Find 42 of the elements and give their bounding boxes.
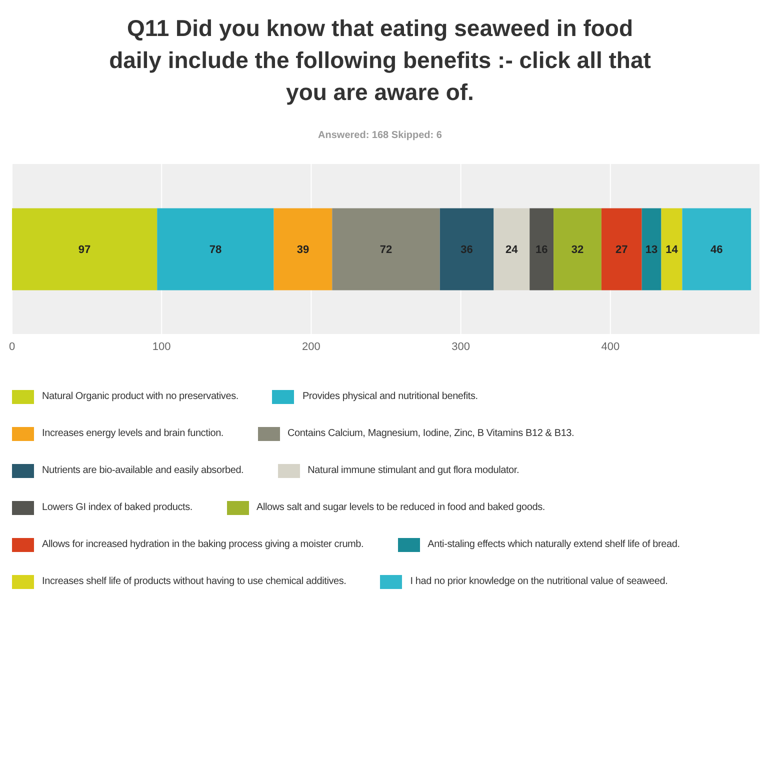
- x-tick-label: 0: [8, 340, 16, 353]
- legend-label: Anti-staling effects which naturally extend shelf life of bread.: [428, 539, 680, 550]
- legend-label: Increases shelf life of products without having to use chemical additives.: [42, 576, 346, 587]
- legend-label: Lowers GI index of baked products.: [42, 502, 193, 513]
- legend-label: Provides physical and nutritional benefits.: [302, 391, 478, 402]
- x-tick-label: 400: [601, 340, 620, 353]
- bar: [157, 208, 274, 290]
- legend-label: Allows salt and sugar levels to be reduced in food and baked goods.: [256, 502, 545, 513]
- bar: [494, 208, 530, 290]
- bar: [554, 208, 602, 290]
- data-label: 78: [209, 244, 222, 256]
- legend-label: Natural Organic product with no preservatives.: [42, 391, 238, 402]
- legend-label: Contains Calcium, Magnesium, Iodine, Zinc, B Vitamins B12 & B13.: [288, 428, 574, 439]
- x-tick-label: 100: [152, 340, 171, 353]
- bar: [332, 208, 440, 290]
- data-label: 46: [710, 244, 723, 256]
- bar: [601, 208, 642, 290]
- chart-title: Q11 Did you know that eating seaweed in food daily include the following benefits :- click all that you are aware of.: [108, 14, 652, 107]
- data-label: 14: [666, 244, 679, 256]
- bar: [440, 208, 494, 290]
- x-tick-label: 200: [302, 340, 320, 353]
- data-label: 32: [571, 244, 584, 256]
- data-label: 36: [460, 244, 473, 256]
- data-label: 39: [296, 244, 310, 256]
- bar: [274, 208, 332, 290]
- legend-label: I had no prior knowledge on the nutritional value of seaweed.: [410, 576, 668, 587]
- legend-label: Nutrients are bio-available and easily absorbed.: [42, 465, 244, 476]
- chart-subtitle: Answered: 168 Skipped: 6: [317, 130, 443, 143]
- bar: [661, 208, 682, 290]
- bar: [682, 208, 752, 290]
- legend-label: Increases energy levels and brain function.: [42, 428, 224, 439]
- data-label: 27: [615, 244, 628, 256]
- data-label: 13: [645, 244, 658, 256]
- bar: [642, 208, 662, 290]
- legend-label: Allows for increased hydration in the baking process giving a moister crumb.: [42, 539, 364, 550]
- x-tick-label: 300: [452, 340, 470, 353]
- data-label: 72: [380, 244, 392, 256]
- legend-label: Natural immune stimulant and gut flora modulator.: [308, 465, 520, 476]
- data-label: 24: [506, 244, 519, 256]
- bar: [530, 208, 554, 290]
- data-label: 97: [78, 244, 91, 256]
- bar: [12, 208, 158, 290]
